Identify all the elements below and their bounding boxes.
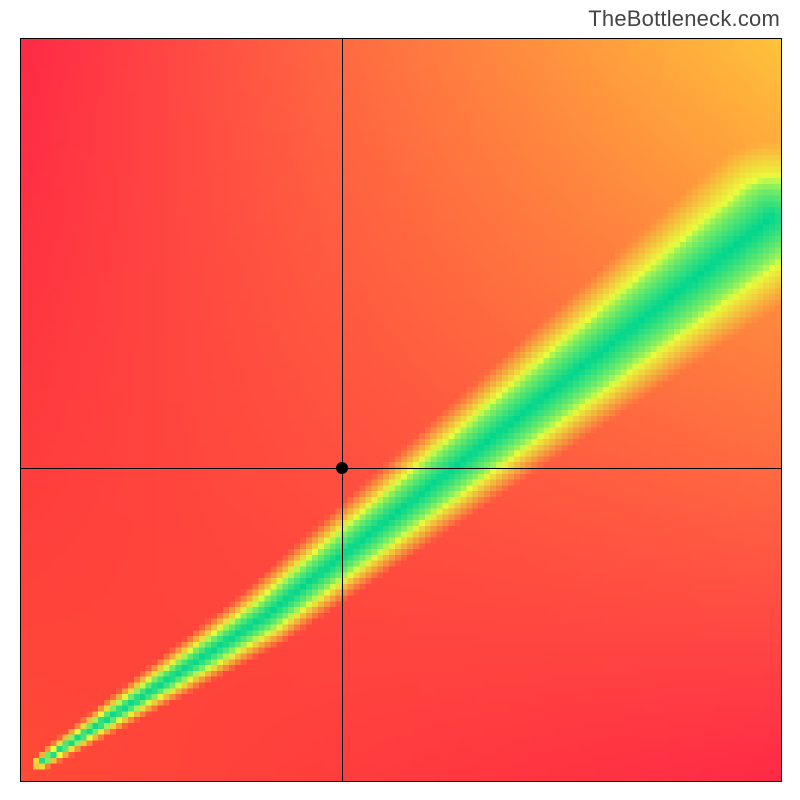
plot-area	[20, 38, 782, 782]
bottleneck-marker	[336, 462, 348, 474]
crosshair-horizontal	[21, 468, 781, 469]
heatmap-canvas	[21, 39, 781, 781]
attribution-label: TheBottleneck.com	[588, 6, 780, 32]
crosshair-vertical	[342, 39, 343, 781]
